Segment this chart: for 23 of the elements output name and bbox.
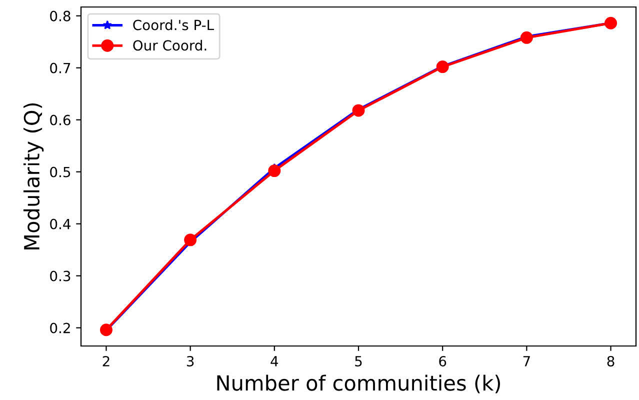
point bbox=[184, 234, 197, 246]
point bbox=[352, 104, 365, 117]
point bbox=[520, 31, 533, 44]
x-axis-title: Number of communities (k) bbox=[217, 374, 500, 394]
point bbox=[268, 164, 281, 178]
y-tick-label: 0.4 bbox=[50, 218, 70, 230]
y-tick-label: 0.6 bbox=[50, 114, 70, 126]
x-tick-label: 8 bbox=[607, 356, 614, 366]
y-tick-label: 0.2 bbox=[50, 322, 70, 334]
legend-label: Coord.'s P-L bbox=[133, 20, 214, 30]
legend-label: Our Coord. bbox=[133, 40, 206, 51]
y-tick-label: 0.8 bbox=[50, 10, 70, 22]
y-tick-label: 0.3 bbox=[50, 270, 70, 282]
x-tick-label: 6 bbox=[439, 356, 446, 366]
y-axis-title: Modularity (Q) bbox=[23, 103, 44, 250]
x-tick-label: 4 bbox=[270, 356, 278, 366]
x-tick-label: 7 bbox=[523, 356, 530, 366]
point bbox=[436, 60, 449, 74]
y-tick-label: 0.7 bbox=[50, 62, 70, 74]
x-tick-label: 3 bbox=[186, 356, 194, 366]
x-tick-label: 5 bbox=[355, 356, 362, 366]
x-tick-label: 2 bbox=[102, 356, 110, 366]
y-tick-label: 0.5 bbox=[50, 166, 70, 178]
